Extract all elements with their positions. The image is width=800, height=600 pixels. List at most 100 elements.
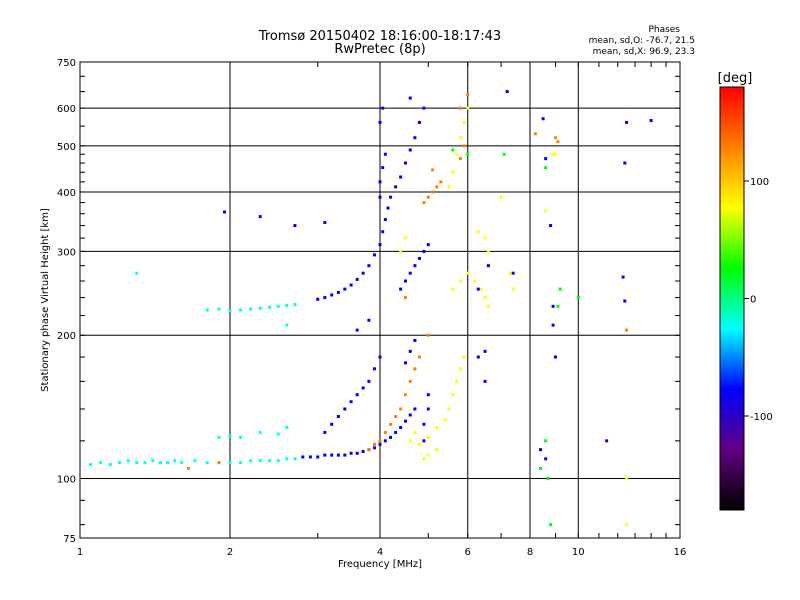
colorbar-tick-label: 100 bbox=[750, 177, 769, 188]
data-point bbox=[431, 190, 435, 194]
data-point bbox=[323, 430, 327, 434]
data-point bbox=[426, 243, 430, 247]
data-point bbox=[431, 168, 435, 172]
data-point bbox=[135, 271, 139, 275]
data-point bbox=[316, 297, 320, 301]
data-point bbox=[505, 90, 509, 94]
colorbar bbox=[719, 86, 745, 511]
data-point bbox=[285, 425, 289, 429]
data-point bbox=[381, 230, 385, 234]
data-point bbox=[462, 355, 466, 359]
data-point bbox=[544, 166, 548, 170]
data-point bbox=[276, 432, 280, 436]
data-point bbox=[367, 448, 371, 452]
data-point bbox=[435, 185, 439, 189]
data-point bbox=[508, 271, 512, 275]
data-point bbox=[426, 453, 430, 457]
data-point bbox=[426, 407, 430, 411]
data-point bbox=[336, 290, 340, 294]
data-point bbox=[355, 393, 359, 397]
data-point bbox=[625, 477, 629, 481]
data-point bbox=[403, 279, 407, 283]
data-point bbox=[422, 106, 426, 110]
data-point bbox=[486, 304, 490, 308]
data-point bbox=[99, 461, 103, 465]
data-point bbox=[316, 455, 320, 459]
colorbar-tick-label: -100 bbox=[750, 412, 773, 423]
data-point bbox=[546, 477, 550, 481]
data-point bbox=[426, 435, 430, 439]
data-point bbox=[285, 303, 289, 307]
data-point bbox=[355, 277, 359, 281]
data-point bbox=[458, 157, 462, 161]
data-point bbox=[458, 136, 462, 140]
chart-subtitle: RwPretec (8p) bbox=[334, 42, 425, 57]
data-point bbox=[143, 461, 147, 465]
data-point bbox=[625, 523, 629, 527]
y-tick-label: 300 bbox=[57, 247, 76, 258]
data-point bbox=[258, 215, 262, 219]
data-point bbox=[544, 439, 548, 443]
data-point bbox=[549, 523, 553, 527]
data-point bbox=[551, 152, 555, 156]
data-point bbox=[553, 136, 557, 140]
data-point bbox=[417, 355, 421, 359]
data-point bbox=[301, 455, 305, 459]
data-point bbox=[343, 287, 347, 291]
data-point bbox=[228, 434, 232, 438]
colorbar-label: [deg] bbox=[718, 71, 753, 86]
data-point bbox=[422, 457, 426, 461]
data-point bbox=[383, 439, 387, 443]
stats-line-o: mean, sd,O: -76.7, 21.5 bbox=[589, 36, 695, 46]
data-point bbox=[466, 152, 470, 156]
data-point bbox=[378, 243, 382, 247]
data-point bbox=[551, 304, 555, 308]
data-point bbox=[158, 461, 162, 465]
data-point bbox=[383, 152, 387, 156]
data-point bbox=[511, 287, 515, 291]
data-point bbox=[422, 439, 426, 443]
data-point bbox=[483, 296, 487, 300]
data-point bbox=[394, 414, 398, 418]
data-point bbox=[399, 425, 403, 429]
data-point bbox=[285, 457, 289, 461]
data-point bbox=[476, 230, 480, 234]
data-point bbox=[541, 117, 545, 121]
data-point bbox=[458, 279, 462, 283]
data-point bbox=[399, 175, 403, 179]
data-point bbox=[361, 271, 365, 275]
data-point bbox=[476, 287, 480, 291]
data-point bbox=[447, 185, 451, 189]
data-point bbox=[447, 407, 451, 411]
data-point bbox=[443, 418, 447, 422]
data-point bbox=[267, 305, 271, 309]
data-point bbox=[258, 430, 262, 434]
data-point bbox=[556, 140, 560, 144]
data-point bbox=[228, 309, 232, 313]
data-points bbox=[89, 90, 653, 527]
x-tick-label: 8 bbox=[527, 547, 533, 558]
data-point bbox=[422, 422, 426, 426]
data-point bbox=[403, 419, 407, 423]
data-point bbox=[173, 459, 177, 463]
data-point bbox=[408, 96, 412, 100]
axis-ticks: 1 2 4 6 8 10 16 75 100 200 300 400 500 600 750 bbox=[57, 58, 686, 558]
data-point bbox=[89, 463, 93, 467]
data-point bbox=[556, 304, 560, 308]
data-point bbox=[373, 446, 377, 450]
data-point bbox=[544, 457, 548, 461]
data-point bbox=[435, 425, 439, 429]
data-point bbox=[108, 463, 112, 467]
data-point bbox=[539, 466, 543, 470]
data-point bbox=[239, 308, 243, 312]
data-point bbox=[458, 106, 462, 110]
data-point bbox=[455, 379, 459, 383]
y-axis-label: Stationary phase Virtual Height [km] bbox=[40, 208, 51, 392]
data-point bbox=[408, 349, 412, 353]
data-point bbox=[249, 459, 253, 463]
data-point bbox=[378, 439, 382, 443]
data-point bbox=[413, 136, 417, 140]
data-point bbox=[205, 308, 209, 312]
x-tick-label: 16 bbox=[674, 547, 687, 558]
data-point bbox=[323, 453, 327, 457]
